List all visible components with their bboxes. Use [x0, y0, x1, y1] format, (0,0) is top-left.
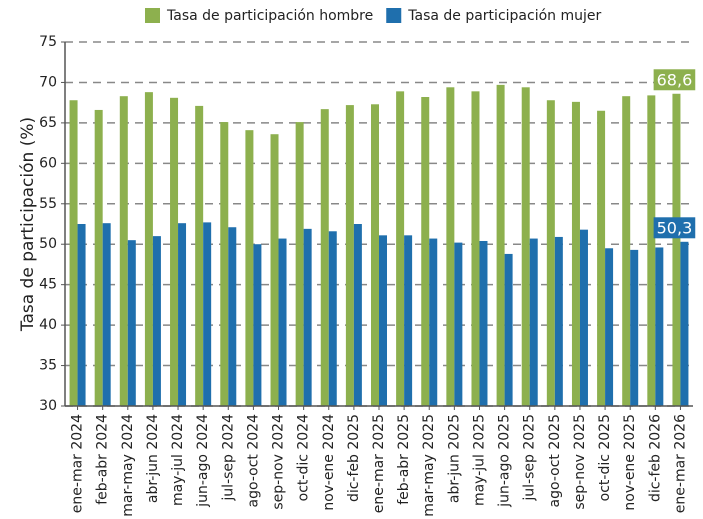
x-tick-label: jul-sep 2024 — [220, 414, 236, 502]
x-tick-label: may-jul 2024 — [170, 414, 186, 506]
y-tick-label: 65 — [39, 115, 57, 131]
bar — [521, 87, 530, 406]
x-tick-label: jun-ago 2025 — [497, 414, 513, 508]
y-tick-label: 55 — [39, 196, 57, 212]
bar — [203, 222, 212, 406]
bar — [421, 97, 430, 406]
y-axis-label: Tasa de participación (%) — [18, 117, 38, 332]
bar — [496, 84, 505, 407]
y-tick-label: 75 — [39, 34, 57, 50]
bar — [94, 109, 103, 407]
bar — [504, 253, 513, 406]
x-tick-label: oct-dic 2025 — [597, 414, 613, 501]
bar — [170, 97, 179, 407]
bar — [546, 100, 555, 407]
bar — [622, 96, 631, 406]
bar — [270, 134, 279, 407]
value-label-box — [653, 217, 696, 239]
bar — [295, 122, 304, 406]
x-tick-label: dic-feb 2025 — [346, 414, 362, 502]
bar — [353, 224, 362, 406]
value-label-box — [653, 69, 696, 91]
y-tick-label: 35 — [39, 358, 57, 374]
bar — [630, 249, 639, 406]
x-tick-label: ene-mar 2024 — [70, 414, 86, 513]
bar — [404, 235, 413, 406]
bar — [119, 96, 128, 406]
bar — [529, 238, 538, 406]
x-tick-label: abr-jun 2024 — [145, 414, 161, 503]
x-tick-label: mar-may 2024 — [120, 414, 136, 517]
bar — [471, 91, 480, 406]
bar — [680, 241, 689, 406]
bar — [479, 240, 488, 406]
legend-swatch — [145, 8, 160, 23]
value-label: 68,6 — [657, 70, 693, 89]
value-label: 50,3 — [657, 218, 693, 237]
bar — [396, 91, 405, 406]
x-tick-label: jun-ago 2024 — [195, 414, 211, 508]
bar — [379, 235, 387, 406]
bar — [571, 101, 580, 406]
x-tick-label: dic-feb 2026 — [647, 414, 663, 502]
bar — [245, 130, 254, 406]
bar — [102, 223, 111, 406]
bar — [228, 227, 237, 406]
bar — [127, 240, 136, 406]
bar — [278, 238, 287, 406]
x-tick-label: abr-jun 2025 — [446, 414, 462, 503]
bar — [454, 242, 463, 406]
x-tick-label: oct-dic 2024 — [296, 414, 312, 501]
bar — [647, 95, 656, 407]
x-tick-label: sep-nov 2025 — [572, 414, 588, 510]
x-tick-label: mar-may 2025 — [421, 414, 437, 517]
bar — [371, 104, 379, 406]
bar — [69, 100, 78, 407]
bar — [446, 87, 455, 406]
bar — [220, 122, 229, 406]
x-tick-label: sep-nov 2024 — [271, 414, 287, 510]
bar — [579, 229, 588, 406]
bar — [429, 238, 438, 406]
bar — [672, 93, 681, 406]
bar — [320, 109, 329, 406]
bar — [345, 105, 354, 407]
y-tick-label: 45 — [39, 277, 57, 293]
bar — [655, 247, 664, 406]
x-tick-label: ene-mar 2026 — [672, 414, 688, 513]
x-tick-label: feb-abr 2025 — [396, 414, 412, 505]
bar — [152, 236, 161, 406]
x-tick-label: ago-oct 2024 — [245, 414, 261, 508]
x-tick-label: ago-oct 2025 — [547, 414, 563, 507]
legend-label: Tasa de participación mujer — [407, 8, 601, 24]
bar — [77, 224, 86, 406]
x-tick-label: jul-sep 2025 — [522, 414, 538, 502]
x-tick-label: nov-ene 2024 — [321, 414, 337, 511]
bar — [178, 223, 187, 406]
x-tick-label: feb-abr 2024 — [95, 414, 111, 505]
bar — [605, 248, 614, 406]
bar — [144, 92, 153, 406]
y-tick-label: 30 — [39, 398, 57, 414]
bar — [554, 236, 563, 406]
y-tick-label: 40 — [39, 317, 57, 333]
x-tick-label: nov-ene 2025 — [622, 414, 638, 511]
bar — [195, 105, 204, 406]
legend-swatch — [386, 8, 402, 23]
y-tick-label: 50 — [39, 236, 57, 252]
y-tick-label: 60 — [39, 155, 57, 171]
y-tick-label: 70 — [39, 74, 57, 90]
bar — [253, 244, 262, 406]
bar — [597, 110, 606, 406]
x-tick-label: may-jul 2025 — [471, 414, 487, 506]
bar — [328, 231, 337, 406]
legend-label: Tasa de participación hombre — [166, 8, 373, 24]
bar — [303, 228, 312, 406]
x-tick-label: ene-mar 2025 — [371, 414, 387, 513]
